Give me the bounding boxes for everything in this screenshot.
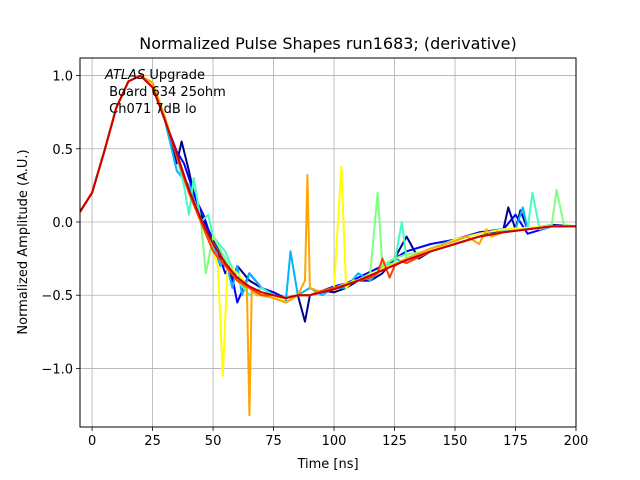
x-tick-label: 100 <box>322 434 347 449</box>
axes-frame <box>79 57 577 428</box>
annotation-line-2: Board 634 25ohm <box>105 85 226 100</box>
y-axis-label: Normalized Amplitude (A.U.) <box>16 149 31 334</box>
y-tick-label: 0.0 <box>52 216 73 231</box>
x-axis-label: Time [ns] <box>296 457 358 472</box>
series-line-trace-7 <box>80 74 576 417</box>
y-tick-label: 1.0 <box>52 70 73 85</box>
grid <box>80 58 577 427</box>
x-tick-label: 125 <box>382 434 407 449</box>
x-tick-label: 200 <box>564 434 589 449</box>
plot-area <box>80 74 576 417</box>
annotation-line-1-rest: Upgrade <box>145 68 205 83</box>
chart-title: Normalized Pulse Shapes run1683; (deriva… <box>139 34 516 53</box>
x-tick-label: 150 <box>443 434 468 449</box>
series-line-trace-9 <box>80 74 576 300</box>
annotation-atlas-italic: ATLAS <box>104 68 145 83</box>
y-tick-label: −1.0 <box>41 362 73 377</box>
x-tick-label: 175 <box>503 434 528 449</box>
y-tick-label: −0.5 <box>41 289 73 304</box>
x-tick-label: 75 <box>265 434 282 449</box>
x-tick-label: 0 <box>88 434 96 449</box>
x-tick-label: 50 <box>205 434 222 449</box>
axis-ticks: 0 25 50 75 100 125 150 175 200 −1.0 −0.5 0.0 0.5 1.0 <box>41 70 588 449</box>
x-tick-label: 25 <box>144 434 161 449</box>
annotation-line-1: ATLAS Upgrade <box>104 68 205 83</box>
annotation-line-3: Ch071 7dB lo <box>105 102 197 117</box>
y-tick-label: 0.5 <box>52 143 73 158</box>
annotation-text: ATLAS Upgrade Board 634 25ohm Ch071 7dB … <box>104 68 226 117</box>
